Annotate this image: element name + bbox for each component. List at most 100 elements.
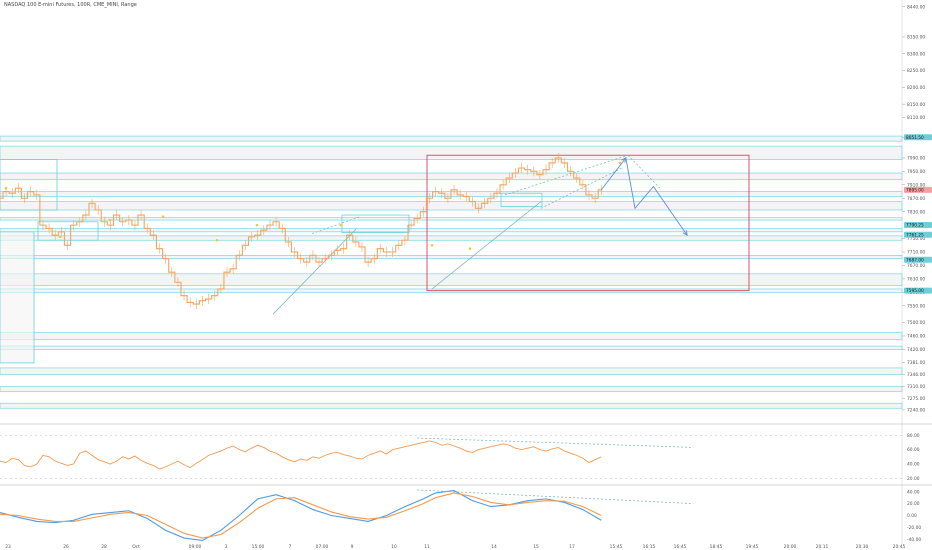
x-tick-label: 16:15 bbox=[643, 544, 656, 550]
y-tick-label: 7750.00 bbox=[907, 236, 925, 242]
zone-band bbox=[0, 345, 903, 350]
zone-band bbox=[0, 172, 903, 181]
mid-box bbox=[341, 214, 410, 233]
left-box bbox=[0, 159, 58, 211]
price-badge-label: 7761.25 bbox=[906, 232, 924, 238]
x-tick-label: 16:45 bbox=[674, 544, 687, 550]
trend-line-dotted bbox=[311, 216, 361, 234]
marker-dot bbox=[4, 186, 8, 190]
price-badge-label: 7687.00 bbox=[906, 257, 924, 263]
y-tick-label: 7310.00 bbox=[907, 384, 925, 390]
price-badge-label: 7595.00 bbox=[906, 288, 924, 294]
zone-band bbox=[0, 386, 903, 392]
x-tick-label: 07:00 bbox=[316, 544, 329, 550]
rsi-tick-label: 60.00 bbox=[907, 447, 920, 453]
x-tick-label: 18:45 bbox=[710, 544, 723, 550]
y-tick-label: 7910.00 bbox=[907, 182, 925, 188]
mid-box bbox=[500, 192, 543, 208]
y-tick-label: 7950.00 bbox=[907, 169, 925, 175]
x-tick-label: 15:00 bbox=[252, 544, 265, 550]
price-badge bbox=[904, 287, 932, 294]
macd-tick-label: 40.00 bbox=[907, 489, 920, 495]
x-tick-label: 23 bbox=[5, 544, 11, 550]
trend-line bbox=[431, 201, 542, 290]
x-tick-label: 20:45 bbox=[893, 544, 906, 550]
x-tick-label: 26 bbox=[63, 544, 69, 550]
y-tick-label: 8200.00 bbox=[907, 85, 925, 91]
projection-path bbox=[600, 156, 688, 236]
zone-band bbox=[0, 201, 903, 211]
price-badge-label: 7790.25 bbox=[906, 223, 924, 229]
y-tick-label: 7710.00 bbox=[907, 250, 925, 256]
macd-tick-label: -20.00 bbox=[907, 525, 921, 531]
marker-dot bbox=[468, 247, 472, 250]
x-tick-label: Oct bbox=[132, 544, 140, 550]
price-badge bbox=[904, 186, 932, 193]
x-tick-label: 14 bbox=[491, 544, 497, 550]
x-tick-label: 15 bbox=[533, 544, 539, 550]
x-tick-label: 09:00 bbox=[189, 544, 202, 550]
price-badge-label: 8051.50 bbox=[906, 135, 924, 141]
chart-title: NASDAQ 100 E-mini Futures, 100R, CME_MIN… bbox=[4, 2, 137, 8]
price-series bbox=[0, 157, 602, 305]
price-badge bbox=[904, 222, 932, 229]
macd-line bbox=[0, 489, 602, 542]
macd-divergence-line bbox=[417, 489, 694, 505]
trend-line bbox=[272, 228, 357, 315]
y-tick-label: 8440.00 bbox=[907, 4, 925, 10]
y-tick-label: 7460.00 bbox=[907, 334, 925, 340]
trend-line-dotted bbox=[627, 154, 661, 189]
price-badge-label: 7895.00 bbox=[906, 187, 924, 193]
zone-band bbox=[0, 228, 903, 233]
macd-tick-label: 20.00 bbox=[907, 501, 920, 507]
y-tick-label: 7670.00 bbox=[907, 263, 925, 269]
marker-dot bbox=[161, 215, 165, 219]
price-badge bbox=[904, 134, 932, 141]
marker-dot bbox=[339, 223, 343, 227]
price-badge bbox=[904, 231, 932, 238]
marker-dot bbox=[430, 243, 434, 247]
zone-band bbox=[0, 367, 903, 375]
x-tick-label: 28 bbox=[101, 544, 107, 550]
zone-band bbox=[0, 332, 903, 340]
marker-dot bbox=[618, 161, 622, 165]
y-tick-label: 8150.00 bbox=[907, 102, 925, 108]
arrow-head-up bbox=[621, 157, 627, 163]
left-box bbox=[0, 231, 35, 364]
y-tick-label: 7420.00 bbox=[907, 347, 925, 353]
y-tick-label: 7346.00 bbox=[907, 372, 925, 378]
zone-band bbox=[0, 217, 903, 221]
y-tick-label: 8110.00 bbox=[907, 115, 925, 121]
zone-band bbox=[0, 273, 903, 286]
x-tick-label: 3 bbox=[225, 544, 228, 550]
y-tick-label: 8350.00 bbox=[907, 35, 925, 41]
rsi-tick-label: 40.00 bbox=[907, 462, 920, 468]
arrow-head-down bbox=[682, 230, 688, 237]
y-tick-label: 7550.00 bbox=[907, 303, 925, 309]
marker-dot bbox=[108, 218, 112, 222]
x-tick-label: 9 bbox=[351, 544, 354, 550]
y-tick-label: 7240.00 bbox=[907, 408, 925, 414]
rsi-divergence-line bbox=[417, 437, 694, 448]
y-tick-label: 7990.00 bbox=[907, 156, 925, 162]
y-tick-label: 7381.00 bbox=[907, 360, 925, 366]
marker-dot bbox=[255, 223, 259, 227]
x-tick-label: 19:45 bbox=[746, 544, 759, 550]
macd-tick-label: 0.00 bbox=[907, 513, 917, 519]
x-tick-label: 7 bbox=[289, 544, 292, 550]
rsi-tick-label: 80.00 bbox=[907, 433, 920, 439]
y-tick-label: 7275.00 bbox=[907, 396, 925, 402]
x-tick-label: 10 bbox=[391, 544, 397, 550]
zone-band bbox=[0, 255, 903, 260]
signal-line bbox=[0, 492, 602, 539]
trend-line-dotted bbox=[504, 154, 629, 196]
x-tick-label: 15:45 bbox=[610, 544, 623, 550]
macd-tick-label: -40.00 bbox=[907, 537, 921, 543]
x-tick-label: 11 bbox=[424, 544, 430, 550]
x-tick-label: 20:11 bbox=[816, 544, 829, 550]
rsi-tick-label: 20.00 bbox=[907, 476, 920, 482]
left-box bbox=[37, 221, 99, 241]
y-tick-label: 7630.00 bbox=[907, 276, 925, 282]
zone-band bbox=[0, 235, 903, 241]
